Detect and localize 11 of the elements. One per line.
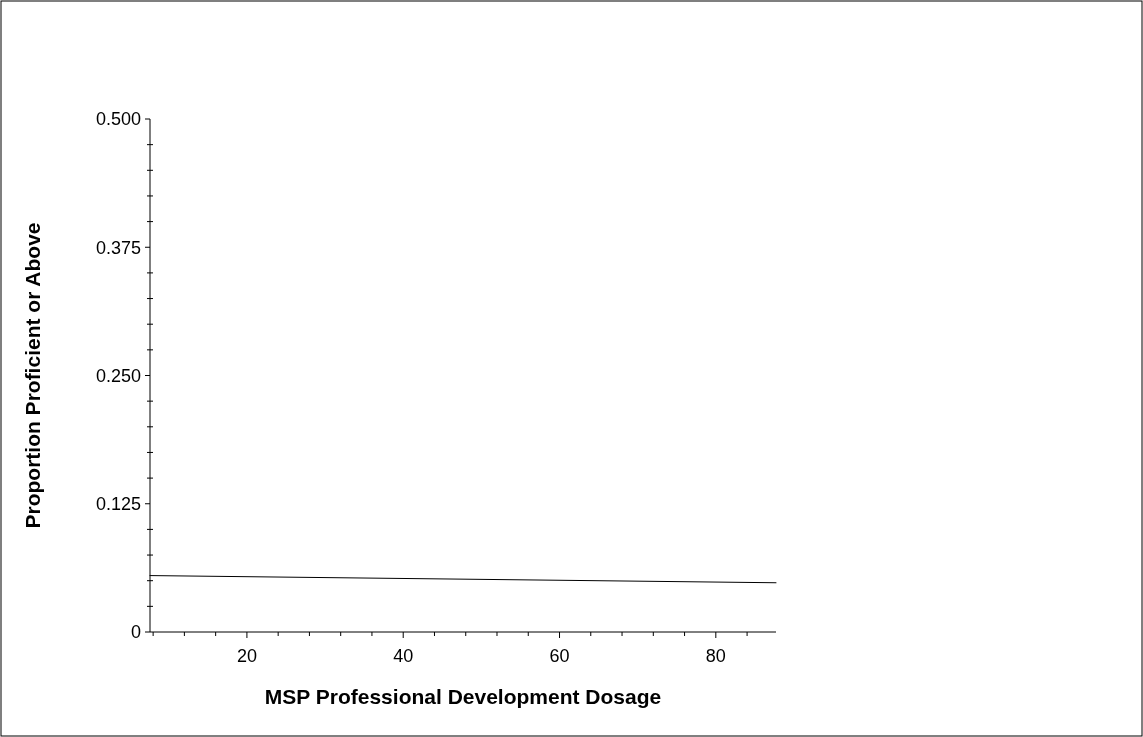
y-axis-title: Proportion Proficient or Above	[21, 222, 44, 529]
y-tick-label: 0.500	[95, 109, 141, 130]
x-tick-label: 40	[393, 646, 414, 666]
y-tick-label: 0	[130, 622, 141, 643]
y-tick-label: 0.375	[95, 237, 141, 258]
x-tick-label: 60	[549, 646, 570, 666]
y-tick-label: 0.250	[95, 365, 141, 386]
x-axis-title: MSP Professional Development Dosage	[264, 685, 662, 708]
y-tick-label: 0.125	[95, 494, 141, 515]
x-tick-label: 80	[705, 646, 726, 666]
x-tick-label: 20	[236, 646, 257, 666]
